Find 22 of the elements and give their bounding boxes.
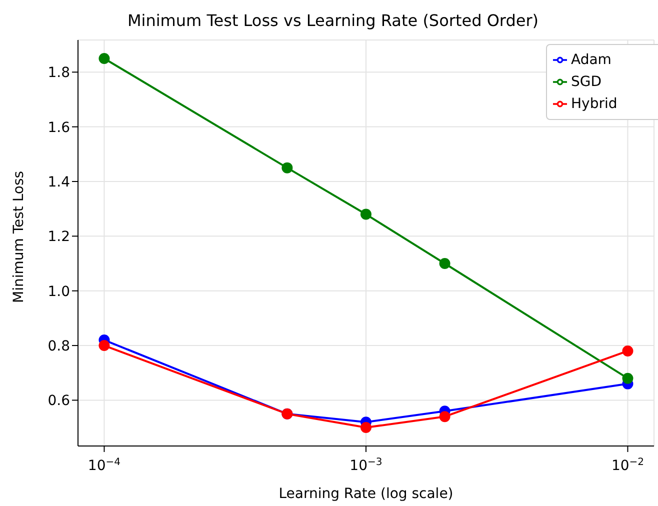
x-tick-label: 10$^{−3}$ bbox=[350, 456, 382, 474]
point bbox=[360, 422, 372, 434]
y-tick-label: 1.0 bbox=[48, 284, 70, 300]
y-tick-label: 1.8 bbox=[48, 65, 70, 82]
x-tick-label: 10$^{−4}$ bbox=[88, 456, 121, 474]
point bbox=[622, 372, 634, 384]
y-tick-label: 1.6 bbox=[48, 120, 70, 136]
y-tick-label: 0.8 bbox=[48, 338, 70, 354]
point bbox=[622, 345, 634, 356]
y-tick-label: 1.4 bbox=[48, 174, 70, 190]
legend-label: SGD bbox=[571, 74, 602, 90]
legend-label: Hybrid bbox=[571, 96, 618, 112]
x-axis-title: Learning Rate (log scale) bbox=[278, 486, 454, 502]
chart-title: Minimum Test Loss vs Learning Rate (Sorted Order) bbox=[126, 10, 540, 32]
y-axis-title: Minimum Test Loss bbox=[10, 170, 27, 303]
point bbox=[360, 208, 372, 220]
legend-label: Adam bbox=[571, 52, 612, 68]
y-tick-label: 1.2 bbox=[48, 229, 70, 246]
x-tick-label: 10$^{−2}$ bbox=[611, 456, 644, 474]
y-tick-label: 0.6 bbox=[48, 393, 70, 410]
point bbox=[98, 340, 110, 352]
point bbox=[98, 52, 110, 64]
